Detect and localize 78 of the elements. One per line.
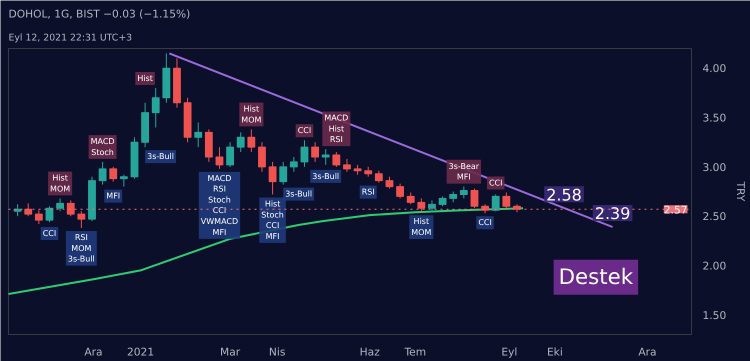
ref-line-label: 2.57 [664, 203, 688, 216]
annotation: Destek [558, 264, 634, 290]
y-tick-label: 2.00 [702, 259, 726, 272]
candlestick [354, 164, 362, 176]
candlestick [247, 128, 256, 153]
candlestick [492, 194, 500, 212]
candlestick [56, 198, 64, 212]
annotation: Hist [137, 74, 153, 83]
candlestick [258, 142, 266, 172]
annotation: 3s-Bear MFI [448, 162, 480, 182]
candlestick [460, 186, 468, 199]
candlestick [152, 87, 160, 128]
text: Eyl 12, 2021 22:31 UTC+3 [8, 32, 132, 44]
annotation: CCI [298, 126, 312, 136]
x-tick-label: Ara [84, 346, 103, 358]
annotation: Hist MOM [411, 217, 432, 238]
x-tick-label: Ara [638, 346, 657, 358]
candlestick [332, 152, 340, 168]
annotation: RSI MOM 3s-Bull [68, 232, 95, 264]
candlestick [449, 191, 458, 203]
annotation: CCI [488, 178, 502, 188]
candlestick [34, 210, 43, 225]
candlestick [386, 176, 394, 190]
annotation: MACD RSI Stoch CCI VWMACD MFI [200, 174, 238, 237]
annotation: 3s-Bull [285, 190, 312, 199]
y-tick-label: 1.50 [702, 308, 726, 322]
line-series [8, 207, 524, 296]
y-axis-title: TRY [734, 180, 748, 202]
annotation: 2.58 [546, 185, 582, 204]
x-tick-label: Eyl [501, 346, 518, 358]
candlestick [77, 210, 86, 228]
x-tick-label: Tem [403, 346, 426, 358]
x-tick-label: Mar [220, 346, 241, 358]
annotation: CCI [478, 218, 492, 228]
candlestick [236, 132, 245, 153]
annotation: MFI [106, 192, 120, 201]
x-tick-label: 2021 [126, 346, 154, 358]
x-tick-label: Nis [268, 346, 286, 358]
y-tick-label: 4.00 [702, 62, 726, 76]
candlestick [374, 170, 383, 184]
annotation: MACD Stoch [90, 137, 115, 157]
x-tick-label: Eki [546, 346, 563, 358]
candlestick [120, 174, 128, 188]
annotation: 2.39 [594, 204, 630, 224]
candlestick [98, 161, 107, 186]
candlestick [46, 206, 54, 223]
candlestick [279, 161, 288, 186]
annotation: RSI [362, 188, 375, 197]
candlestick [66, 200, 75, 217]
annotation: 3s-Bull [312, 172, 340, 181]
candlestick [226, 142, 234, 168]
candlestick [396, 183, 404, 199]
y-tick-label: 3.50 [702, 112, 726, 125]
annotation: Hist MOM [50, 174, 70, 194]
candlestick [343, 158, 351, 172]
candlestick [470, 188, 478, 209]
candlestick [417, 198, 426, 212]
annotation: MACD Hist RSI [324, 113, 348, 144]
annotation: 3s-Bull [147, 152, 174, 162]
annotation: Hist Stoch CCI MFI [261, 199, 284, 241]
y-tick-label: 2.50 [702, 210, 726, 224]
candlestick [194, 122, 202, 148]
x-tick-label: Haz [360, 346, 380, 358]
candlestick [311, 142, 320, 162]
candlestick [300, 140, 308, 168]
candlestick [322, 148, 330, 166]
annotation: Hist MOM [241, 104, 262, 124]
candlestick [216, 146, 224, 170]
candlestick [438, 196, 446, 207]
candlestick [502, 192, 510, 209]
candlestick [428, 200, 436, 213]
candlestick [290, 156, 298, 172]
annotation: CCI [42, 229, 56, 238]
chart-title: DOHOL, 1G, BIST −0.03 (−1.15%) [8, 8, 190, 20]
y-tick-label: 3.00 [702, 160, 726, 174]
candlestick [268, 161, 277, 195]
candlestick [406, 192, 415, 205]
candlestick [109, 166, 118, 182]
